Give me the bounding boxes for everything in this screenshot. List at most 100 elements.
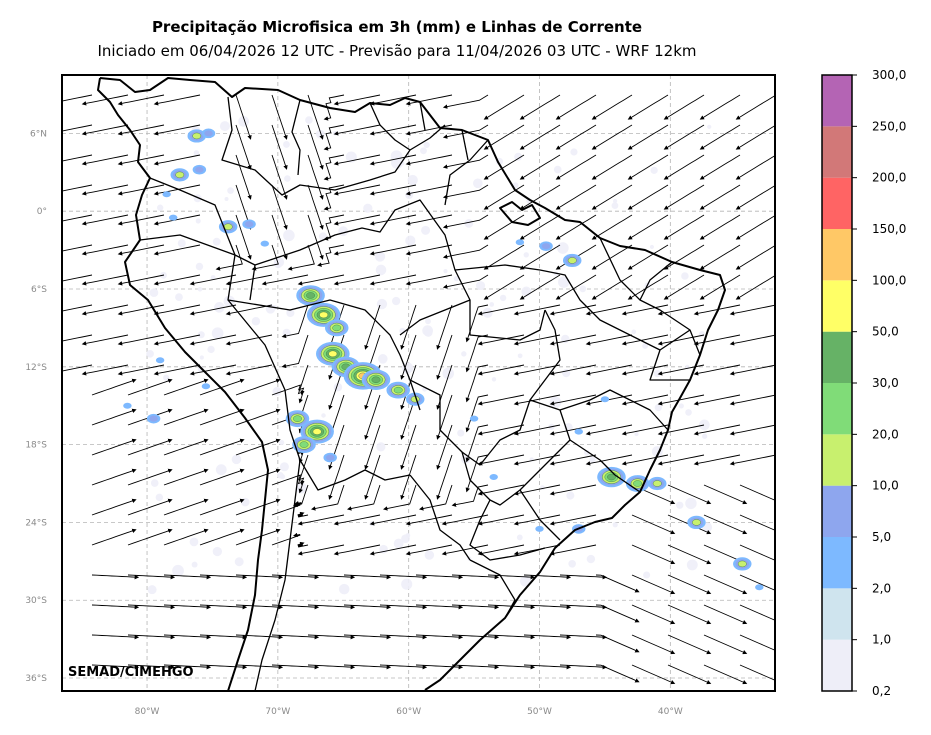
streamline xyxy=(667,604,712,625)
light-precip-speck xyxy=(423,141,430,149)
streamline xyxy=(405,244,453,256)
streamline xyxy=(153,244,201,256)
precip-cell xyxy=(600,396,610,403)
streamline xyxy=(215,244,243,271)
streamline xyxy=(442,274,489,289)
streamline xyxy=(513,304,561,316)
lat-tick-label: 6°N xyxy=(30,129,47,139)
streamline xyxy=(621,304,669,316)
streamline xyxy=(400,364,417,410)
streamline xyxy=(703,634,748,655)
streamline xyxy=(729,394,775,406)
streamline xyxy=(163,634,212,640)
streamline xyxy=(667,544,712,565)
streamline xyxy=(591,274,633,300)
light-precip-speck xyxy=(649,244,654,250)
lat-tick-label: 30°S xyxy=(25,596,47,606)
streamline xyxy=(235,498,281,516)
streamline xyxy=(307,214,324,260)
streamline xyxy=(379,604,428,610)
colorbar: 0,2 1,0 2,0 5,0 10,0 20,0 30,0 50,0 100,0 150,0 20… xyxy=(821,68,906,698)
streamline xyxy=(117,184,165,196)
streamline xyxy=(382,484,417,511)
streamline xyxy=(333,184,381,196)
streamline xyxy=(400,424,417,470)
streamline xyxy=(127,574,176,580)
precip-cell xyxy=(541,243,551,250)
streamline xyxy=(555,274,597,300)
streamline xyxy=(477,304,525,316)
streamline xyxy=(328,454,345,500)
streamline xyxy=(62,214,93,222)
streamline xyxy=(693,364,741,376)
streamline xyxy=(62,124,93,132)
light-precip-speck xyxy=(643,571,651,579)
light-precip-speck xyxy=(402,362,414,374)
precip-cell xyxy=(293,415,302,422)
streamline xyxy=(559,664,608,670)
streamline xyxy=(307,574,356,580)
streamline xyxy=(369,544,417,556)
streamline xyxy=(483,124,525,150)
streamline xyxy=(81,274,129,286)
light-precip-speck xyxy=(699,419,710,431)
light-precip-speck xyxy=(523,252,529,258)
streamline xyxy=(663,154,705,180)
colorbar-label: 200,0 xyxy=(872,171,906,185)
streamline xyxy=(415,634,464,640)
streamline xyxy=(405,214,453,226)
streamline xyxy=(513,394,561,406)
streamline xyxy=(699,244,741,270)
streamline xyxy=(585,424,633,436)
light-precip-speck xyxy=(155,493,164,502)
streamline xyxy=(153,214,201,226)
light-precip-speck xyxy=(405,191,414,200)
streamline xyxy=(627,94,669,120)
streamline xyxy=(487,634,536,640)
precip-cells xyxy=(123,128,764,591)
streamline xyxy=(364,424,381,470)
light-precip-speck xyxy=(520,575,532,587)
streamline xyxy=(735,185,775,210)
streamline xyxy=(163,378,209,396)
streamline xyxy=(369,184,417,196)
streamline xyxy=(657,334,705,346)
light-precip-speck xyxy=(579,285,587,293)
colorbar-segment xyxy=(822,177,852,229)
streamline xyxy=(523,604,572,610)
light-precip-speck xyxy=(193,150,200,156)
streamline xyxy=(235,528,281,546)
light-precip-speck xyxy=(678,403,684,409)
streamline xyxy=(663,124,705,150)
streamline xyxy=(776,575,817,593)
streamline xyxy=(81,184,129,196)
streamline xyxy=(235,378,281,396)
streamline xyxy=(235,604,284,610)
streamline xyxy=(333,214,381,226)
streamline xyxy=(519,94,561,120)
precip-cell xyxy=(299,441,309,448)
streamline xyxy=(333,274,381,286)
streamline xyxy=(631,544,676,565)
streamline xyxy=(555,124,597,150)
light-precip-speck xyxy=(584,449,590,456)
light-precip-speck xyxy=(279,462,289,472)
precip-cell xyxy=(332,324,342,332)
streamline xyxy=(621,424,669,436)
streamline xyxy=(199,574,248,580)
streamline xyxy=(271,94,288,140)
streamline xyxy=(297,511,309,518)
streamline xyxy=(513,334,561,346)
streamline xyxy=(271,502,301,516)
lon-tick-label: 80°W xyxy=(135,707,160,717)
precip-cell xyxy=(195,166,204,173)
streamline xyxy=(297,541,309,548)
light-precip-speck xyxy=(654,404,662,412)
light-precip-speck xyxy=(425,318,431,325)
light-precip-speck xyxy=(453,275,459,282)
colorbar-label: 0,2 xyxy=(872,684,891,698)
streamline xyxy=(657,394,705,406)
streamline xyxy=(153,304,201,316)
streamline xyxy=(379,634,428,640)
streamline xyxy=(415,604,464,610)
